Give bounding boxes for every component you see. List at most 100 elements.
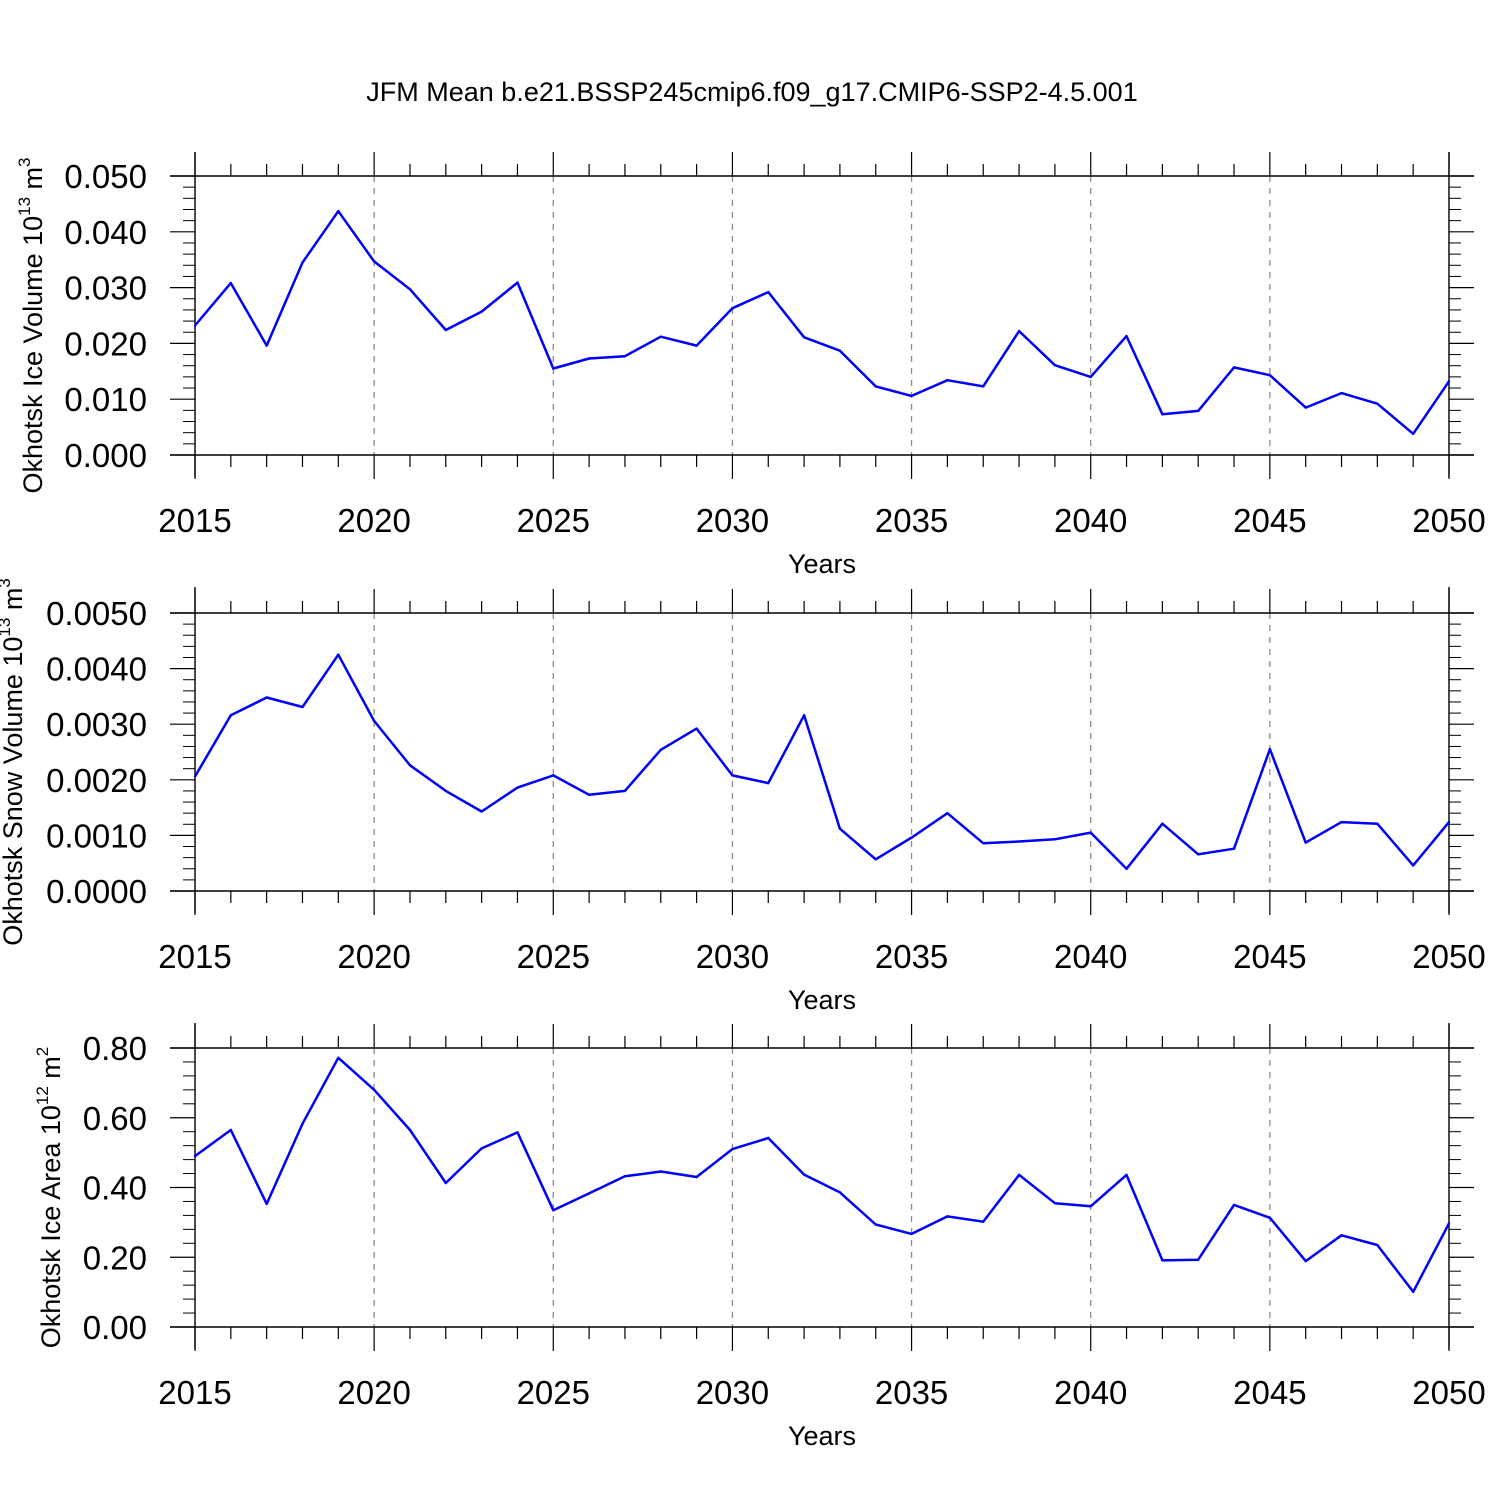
x-tick-label: 2050 — [1412, 938, 1485, 975]
data-point — [1447, 1222, 1451, 1225]
data-point — [1376, 1243, 1379, 1247]
data-point — [1340, 820, 1343, 824]
data-point — [1053, 1201, 1057, 1205]
data-point — [623, 1175, 627, 1178]
data-point — [982, 385, 985, 388]
x-tick-label: 2045 — [1233, 1374, 1306, 1411]
data-point — [1125, 334, 1128, 338]
ylabel-unit-exponent: 3 — [0, 578, 14, 587]
x-tick-label: 2025 — [517, 502, 590, 539]
data-point — [802, 1173, 806, 1176]
data-point — [1197, 1258, 1200, 1261]
data-point — [516, 1131, 519, 1134]
data-point — [229, 1128, 233, 1132]
data-point — [480, 810, 483, 813]
data-point — [1411, 432, 1415, 435]
data-point — [1089, 831, 1092, 834]
data-point — [1125, 1173, 1128, 1177]
data-point — [408, 288, 412, 291]
y-axis-title: Okhotsk Ice Area 1012 m2 — [33, 1047, 66, 1349]
y-tick-label: 0.0020 — [46, 762, 147, 799]
data-point — [337, 1056, 340, 1059]
ylabel-unit-exponent: 2 — [33, 1047, 52, 1056]
data-point — [337, 209, 340, 213]
data-point — [1232, 366, 1236, 369]
x-tick-label: 2050 — [1412, 502, 1485, 539]
data-point — [1017, 1173, 1021, 1177]
x-axis-title: Years — [788, 1421, 856, 1451]
data-point — [193, 775, 197, 778]
x-tick-label: 2030 — [696, 1374, 769, 1411]
data-point — [1340, 391, 1343, 395]
y-tick-label: 0.030 — [64, 270, 147, 307]
data-point — [874, 385, 877, 388]
data-point — [587, 793, 591, 797]
series-line — [194, 209, 1451, 436]
y-tick-label: 0.0000 — [46, 873, 147, 910]
data-point — [731, 307, 734, 310]
x-tick-label: 2030 — [696, 938, 769, 975]
x-tick-label: 2015 — [158, 938, 231, 975]
ylabel-exponent: 12 — [33, 1086, 52, 1105]
y-tick-label: 0.020 — [64, 325, 147, 362]
data-point — [910, 836, 913, 839]
data-point — [193, 324, 197, 327]
data-point — [946, 379, 949, 382]
data-point — [659, 1170, 662, 1173]
data-point — [1232, 847, 1236, 850]
x-tick-label: 2035 — [875, 502, 948, 539]
data-point — [802, 714, 806, 717]
x-tick-label: 2025 — [517, 938, 590, 975]
data-point — [1232, 1203, 1236, 1207]
data-point — [1411, 1290, 1415, 1293]
data-point — [265, 344, 268, 347]
y-tick-label: 0.00 — [83, 1309, 147, 1346]
data-point — [444, 789, 447, 793]
data-point — [1304, 841, 1307, 844]
y-tick-label: 0.0010 — [46, 817, 147, 854]
x-tick-label: 2035 — [875, 938, 948, 975]
x-tick-label: 2045 — [1233, 502, 1306, 539]
data-point — [337, 653, 340, 656]
data-point — [838, 1191, 842, 1194]
data-point — [587, 357, 591, 360]
chart-panel-2: 0.0000 0.0010 0.0020 0.0030 0.0040 0.0050 2015… — [0, 578, 1486, 1015]
data-point — [480, 1147, 483, 1150]
x-tick-label: 2040 — [1054, 502, 1127, 539]
data-point — [1161, 822, 1164, 825]
data-point — [1089, 375, 1092, 379]
data-point — [1089, 1205, 1092, 1208]
x-tick-label: 2040 — [1054, 938, 1127, 975]
data-point — [552, 367, 555, 370]
data-point — [1376, 822, 1379, 825]
data-point — [946, 1215, 949, 1218]
data-point — [1053, 363, 1057, 367]
y-tick-label: 0.0030 — [46, 706, 147, 743]
data-point — [552, 774, 555, 777]
data-point — [1304, 1259, 1307, 1263]
data-point — [587, 1192, 591, 1195]
y-axis-title: Okhotsk Snow Volume 1013 m3 — [0, 578, 28, 946]
x-axis-title: Years — [788, 985, 856, 1015]
data-point — [1268, 748, 1272, 751]
data-point — [982, 1220, 985, 1223]
data-point — [1447, 380, 1451, 383]
data-point — [946, 811, 949, 815]
data-point — [372, 260, 376, 263]
x-tick-label: 2040 — [1054, 1374, 1127, 1411]
data-point — [301, 1122, 304, 1125]
y-tick-label: 0.40 — [83, 1170, 147, 1207]
x-tick-label: 2015 — [158, 502, 231, 539]
data-point — [1017, 329, 1021, 333]
data-point — [1447, 820, 1451, 824]
x-tick-label: 2025 — [517, 1374, 590, 1411]
data-point — [1340, 1234, 1343, 1237]
data-point — [444, 1181, 447, 1185]
y-tick-label: 0.80 — [83, 1030, 147, 1067]
y-tick-label: 0.0040 — [46, 651, 147, 688]
data-point — [1268, 1216, 1272, 1220]
data-point — [301, 261, 304, 264]
data-point — [193, 1154, 197, 1158]
figure-title: JFM Mean b.e21.BSSP245cmip6.f09_g17.CMIP… — [366, 77, 1137, 107]
